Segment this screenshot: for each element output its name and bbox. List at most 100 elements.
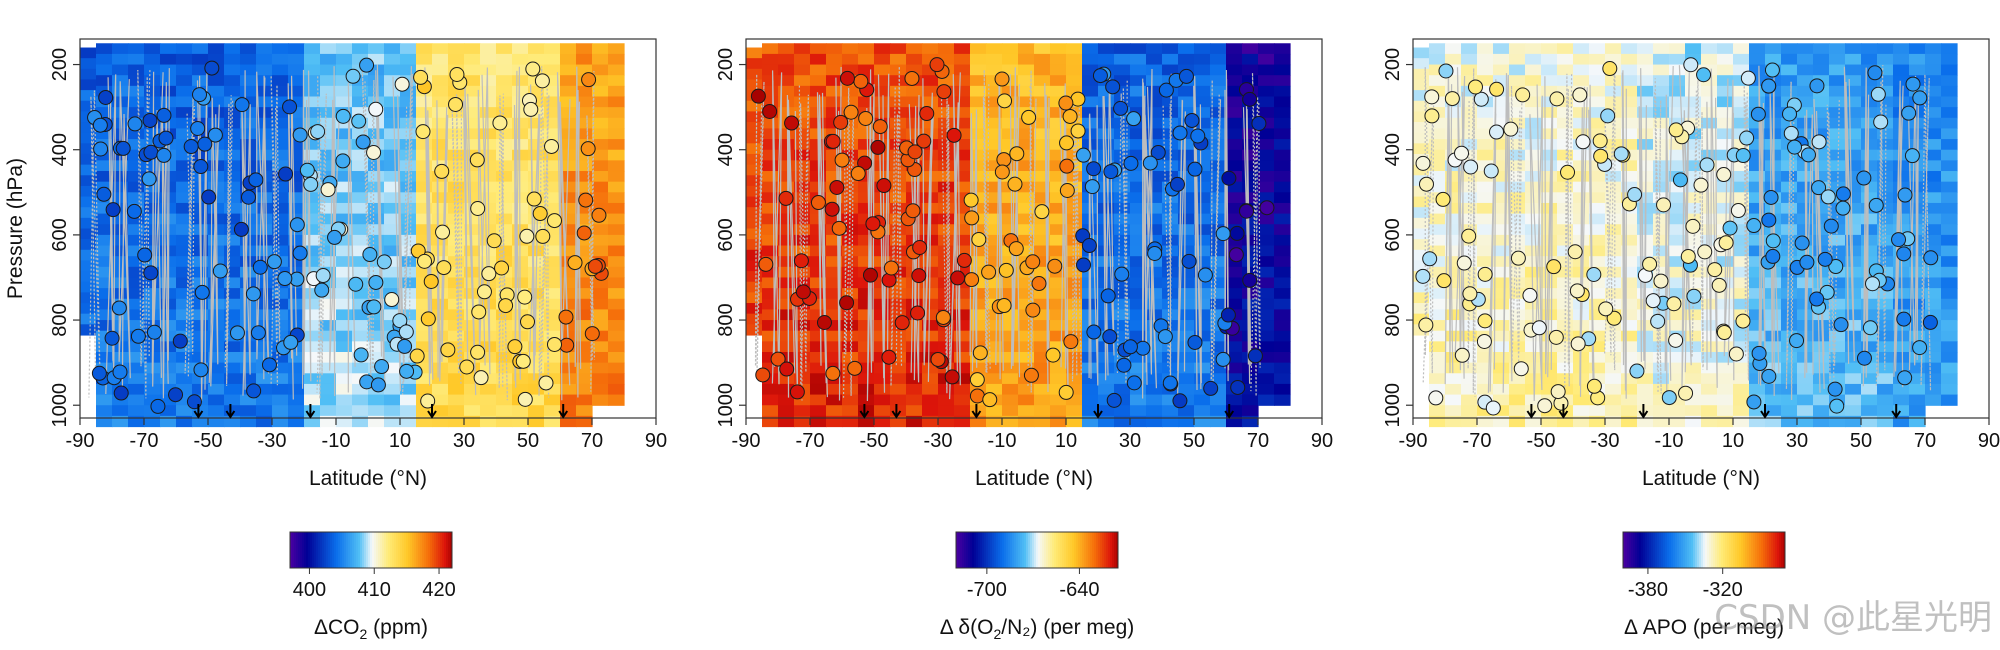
heatmap-cell [778,75,795,87]
heatmap-cell [970,298,987,311]
heatmap-cell [1098,405,1115,417]
heatmap-cell [1194,181,1211,193]
colorbar-segment [430,532,433,568]
heatmap-cell [1146,394,1163,406]
heatmap-cell [240,362,257,374]
observation-point [1668,122,1684,138]
heatmap-cell [1258,139,1275,151]
heatmap-cell [320,320,337,332]
heatmap-cell [1098,192,1115,204]
heatmap-cell [746,324,763,336]
observation-point [283,334,299,350]
observation-point [858,110,874,126]
heatmap-cell [1445,202,1462,215]
heatmap-cell [1653,43,1670,55]
heatmap-cell [496,139,513,151]
heatmap-cell [464,383,481,396]
heatmap-cell [1797,75,1814,87]
observation-point [1424,89,1440,105]
observation-point [212,263,228,279]
heatmap-cell [496,341,513,353]
observation-point [397,338,413,354]
heatmap-cell [384,309,401,321]
heatmap-cell [1621,266,1638,279]
heatmap-cell [1621,394,1638,406]
heatmap-cell [320,224,337,236]
heatmap-cell [400,415,417,428]
heatmap-cell [1493,277,1510,289]
observation-point [843,104,859,120]
heatmap-cell [608,224,625,236]
heatmap-cell [1573,383,1590,396]
heatmap-cell [986,405,1003,417]
heatmap-cell [1130,266,1147,279]
heatmap-cell [1050,202,1067,215]
colorbar-segment [450,532,453,568]
heatmap-cell [1146,171,1163,183]
heatmap-cell [416,298,433,311]
colorbar-segment [1715,532,1718,568]
heatmap-cell [304,202,321,215]
heatmap-cell [938,234,955,247]
x-axis-label: Latitude (°N) [1642,467,1760,490]
heatmap-cell [544,405,561,417]
heatmap-cell [384,277,401,289]
heatmap-cell [906,394,923,406]
heatmap-cell [384,394,401,406]
heatmap-cell [1050,415,1067,428]
heatmap-cell [826,234,843,247]
heatmap-cell [1018,64,1035,76]
heatmap-cell [464,234,481,247]
heatmap-cell [938,96,955,108]
observation-point [1075,147,1091,163]
heatmap-cell [176,245,193,257]
heatmap-cell [1893,362,1910,374]
heatmap-cell [1877,405,1894,417]
observation-point [1870,86,1886,102]
heatmap-cell [416,171,433,183]
heatmap-cell [1178,405,1195,417]
heatmap-cell [1130,405,1147,417]
heatmap-cell [890,383,907,396]
heatmap-cell [938,53,955,66]
heatmap-cell [1226,192,1243,204]
heatmap-cell [256,405,273,417]
heatmap-cell [1018,75,1035,87]
heatmap-cell [1621,245,1638,257]
heatmap-cell [1861,139,1878,151]
heatmap-cell [368,234,385,247]
heatmap-cell [528,117,545,130]
heatmap-cell [240,75,257,87]
heatmap-cell [1941,320,1958,332]
heatmap-cell [464,139,481,151]
heatmap-cell [96,415,113,428]
heatmap-cell [496,107,513,119]
flight-track [208,97,220,387]
heatmap-cell [224,341,241,353]
heatmap-cell [368,202,385,215]
heatmap-cell [320,415,337,428]
heatmap-cell [1242,43,1259,55]
observation-point [1873,114,1889,130]
heatmap-cell [144,64,161,76]
heatmap-cell [128,373,145,385]
heatmap-cell [1589,405,1606,417]
heatmap-cell [176,405,193,417]
observation-point [935,309,951,325]
heatmap-cell [544,256,561,268]
heatmap-cell [810,298,827,311]
heatmap-cell [224,298,241,311]
colorbar-segment [300,532,303,568]
heatmap-cell [464,53,481,66]
observation-point [1750,106,1766,122]
heatmap-cell [1146,224,1163,236]
observation-point [881,272,897,288]
heatmap-cell [1114,415,1131,428]
heatmap-cell [1941,330,1958,342]
heatmap-cell [858,234,875,247]
colorbar-segment [382,532,385,568]
heatmap-cell [794,266,811,279]
heatmap-cell [80,217,97,230]
colorbar-segment [960,532,963,568]
heatmap-cell [1589,202,1606,215]
